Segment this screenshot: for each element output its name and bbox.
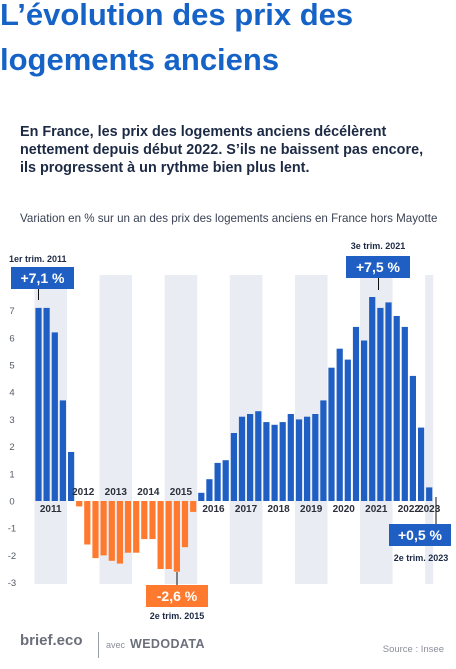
bar-34: [312, 414, 319, 501]
annotation-label-0: 1er trim. 2011: [9, 254, 67, 264]
annotation-value-0: +7,1 %: [21, 270, 66, 286]
brand-logo: brief.eco: [20, 632, 83, 649]
y-tick-label-0: 0: [9, 497, 14, 508]
bar-28: [263, 422, 270, 501]
bar-35: [320, 400, 327, 501]
y-tick-label--3: -3: [8, 578, 16, 589]
x-tick-label-2022: 2022: [398, 504, 421, 515]
annotation-value-3: +0,5 %: [398, 527, 443, 543]
bar-24: [230, 433, 237, 501]
year-band-2023: [425, 275, 434, 584]
bar-6: [84, 501, 91, 545]
annotation-box-0: [11, 267, 74, 289]
x-tick-label-2012: 2012: [72, 487, 95, 498]
x-tick-label-2019: 2019: [300, 504, 323, 515]
bar-25: [238, 416, 246, 501]
bar-27: [255, 411, 262, 501]
bar-41: [369, 297, 376, 501]
y-tick-label-6: 6: [9, 333, 14, 344]
x-tick-label-2021: 2021: [365, 504, 388, 515]
bar-29: [271, 424, 278, 501]
bar-2: [51, 332, 58, 501]
page-title-line-1: L’évolution des prix des: [0, 0, 354, 32]
source-text: Source : Insee: [382, 644, 444, 655]
bar-14: [149, 501, 156, 540]
y-tick-label--1: -1: [8, 524, 16, 535]
y-tick-label--2: -2: [8, 551, 16, 562]
bar-37: [336, 348, 343, 501]
bar-15: [157, 501, 164, 569]
bar-48: [426, 487, 433, 501]
bar-0: [35, 307, 42, 501]
annotation-value-1: +7,5 %: [356, 259, 401, 275]
bar-4: [68, 452, 75, 501]
bar-3: [59, 400, 66, 501]
bar-20: [198, 492, 205, 501]
bar-7: [92, 501, 99, 559]
bar-44: [393, 316, 400, 501]
footer-divider: [98, 632, 99, 658]
bar-33: [304, 416, 311, 501]
bar-23: [222, 460, 229, 501]
bar-1: [43, 307, 50, 501]
annotation-box-2: [146, 585, 208, 607]
y-tick-label-2: 2: [9, 442, 14, 453]
bar-38: [344, 359, 351, 501]
footer-avec: avec: [106, 640, 126, 650]
bar-42: [377, 307, 384, 501]
y-tick-label-7: 7: [9, 306, 14, 317]
x-tick-label-2015: 2015: [170, 487, 193, 498]
bar-36: [328, 367, 335, 501]
annotation-label-3: 2e trim. 2023: [394, 553, 449, 563]
x-tick-label-2016: 2016: [202, 504, 225, 515]
page-title-line-2: logements anciens: [0, 42, 280, 77]
bar-43: [385, 302, 392, 501]
x-tick-label-2020: 2020: [333, 504, 356, 515]
bar-19: [190, 501, 197, 512]
bar-16: [165, 501, 172, 569]
bar-31: [287, 414, 294, 501]
partner-logo: WEDODATA: [130, 637, 205, 651]
bar-11: [124, 501, 132, 553]
bar-17: [173, 501, 180, 572]
annotation-label-1: 3e trim. 2021: [351, 241, 406, 251]
annotation-box-3: [389, 524, 451, 546]
y-tick-label-5: 5: [9, 361, 14, 372]
bar-18: [181, 501, 189, 548]
x-tick-label-2018: 2018: [267, 504, 290, 515]
annotation-value-2: -2,6 %: [157, 588, 198, 604]
bar-13: [141, 501, 148, 540]
bar-21: [206, 479, 213, 501]
bar-5: [76, 501, 83, 507]
x-tick-label-2014: 2014: [137, 487, 160, 498]
x-tick-label-2013: 2013: [105, 487, 128, 498]
bar-46: [409, 375, 416, 501]
chart-note: Variation en % sur un an des prix des lo…: [20, 212, 438, 225]
annotation-box-1: [346, 256, 410, 278]
bar-40: [361, 340, 368, 501]
bar-45: [401, 326, 408, 501]
annotation-label-2: 2e trim. 2015: [150, 611, 205, 621]
bar-22: [214, 462, 221, 501]
x-tick-label-2011: 2011: [40, 504, 62, 515]
bar-30: [279, 422, 286, 501]
bar-8: [100, 501, 107, 556]
bar-32: [295, 419, 303, 501]
y-tick-label-4: 4: [9, 388, 14, 399]
bar-39: [352, 326, 360, 501]
bar-10: [116, 501, 123, 564]
bar-9: [108, 501, 115, 561]
y-tick-label-1: 1: [9, 469, 14, 480]
bar-47: [418, 427, 425, 501]
bar-12: [133, 501, 140, 553]
page-title: L’évolution des prix des logements ancie…: [0, 0, 456, 82]
chart-subtitle: En France, les prix des logements ancien…: [20, 124, 424, 176]
x-tick-label-2017: 2017: [235, 504, 258, 515]
bar-26: [247, 414, 254, 501]
y-tick-label-3: 3: [9, 415, 14, 426]
x-tick-label-2023: 2023: [418, 504, 441, 515]
